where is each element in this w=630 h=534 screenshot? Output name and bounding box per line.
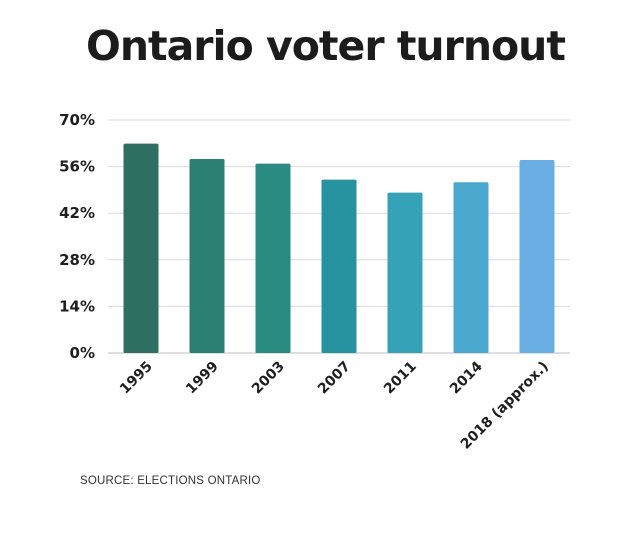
source-note: SOURCE: ELECTIONS ONTARIO	[80, 475, 261, 487]
y-tick-label: 14%	[59, 297, 95, 315]
bars	[123, 143, 555, 353]
y-tick-label: 0%	[70, 344, 95, 362]
chart-title: Ontario voter turnout	[86, 22, 566, 70]
bar-1995	[123, 143, 159, 353]
bar-2014	[453, 182, 489, 353]
x-tick-label: 2011	[381, 359, 420, 398]
bar-2011	[387, 192, 423, 353]
y-tick-label: 42%	[59, 204, 95, 222]
x-tick-label: 2003	[249, 359, 288, 398]
bar-2007	[321, 179, 357, 353]
x-tick-label: 2014	[447, 358, 486, 397]
y-tick-label: 28%	[59, 251, 95, 269]
bar-1999	[189, 158, 225, 353]
bar-2003	[255, 163, 291, 353]
x-tick-label: 1995	[117, 359, 156, 398]
x-tick-label: 1999	[183, 359, 222, 398]
y-axis-ticks: 0% 14% 28% 42% 56% 70%	[59, 111, 95, 362]
x-tick-label: 2007	[315, 359, 354, 398]
y-tick-label: 70%	[59, 111, 95, 129]
bar-2018	[519, 159, 555, 353]
y-tick-label: 56%	[59, 158, 95, 176]
bar-chart: 0% 14% 28% 42% 56% 70% 1995 1999 2003 2007 2011 20…	[59, 111, 570, 453]
